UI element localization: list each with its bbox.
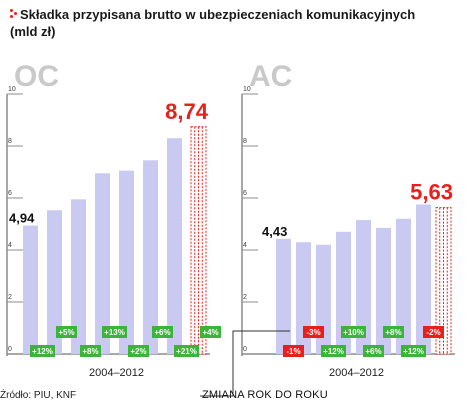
- bar: [336, 231, 351, 354]
- change-badge-label: +12%: [323, 347, 344, 356]
- change-badge-label: +2%: [130, 347, 146, 356]
- change-badge: [303, 326, 324, 338]
- change-badge: [56, 326, 77, 338]
- change-badge-label: +8%: [385, 328, 401, 337]
- y-tick-label: 8: [8, 138, 12, 145]
- x-axis-label: 2004–2012: [329, 367, 384, 379]
- change-badge-label: +13%: [104, 328, 125, 337]
- change-badge-label: +21%: [176, 347, 197, 356]
- y-tick-label: 6: [243, 190, 247, 197]
- panel-label-ac: AC: [249, 60, 292, 93]
- change-badge-label: +4%: [202, 328, 218, 337]
- change-badge-label: -1%: [286, 347, 300, 356]
- bar: [376, 227, 391, 354]
- y-tick-label: 10: [243, 86, 251, 93]
- change-badge: [401, 345, 426, 357]
- panel-label-oc: OC: [14, 60, 59, 93]
- change-badge: [283, 345, 304, 357]
- y-tick-label: 6: [8, 190, 12, 197]
- change-badge-label: +12%: [32, 347, 53, 356]
- value-label-last: 5,63: [410, 180, 453, 205]
- bar: [119, 170, 134, 354]
- bar: [71, 199, 86, 354]
- bar: [95, 173, 110, 354]
- change-badge: [341, 326, 366, 338]
- x-axis-label: 2004–2012: [89, 367, 144, 379]
- bar: [143, 160, 158, 354]
- change-badge: [383, 326, 404, 338]
- change-badge: [128, 345, 149, 357]
- source-note: Źródło: PIU, KNF: [0, 390, 77, 401]
- bar: [276, 238, 291, 354]
- change-badge: [423, 326, 444, 338]
- title-dots-icon: [10, 9, 18, 19]
- bar: [396, 218, 411, 354]
- change-badge: [174, 345, 199, 357]
- bar: [47, 210, 62, 354]
- value-label-last: 8,74: [165, 99, 209, 124]
- bar: [356, 220, 371, 354]
- change-badge-label: +5%: [58, 328, 74, 337]
- change-badge-label: +12%: [403, 347, 424, 356]
- change-badge: [102, 326, 127, 338]
- value-label-first: 4,43: [262, 224, 287, 239]
- y-tick-label: 8: [243, 138, 247, 145]
- change-badge-label: +6%: [154, 328, 170, 337]
- change-badge: [80, 345, 101, 357]
- bar: [416, 204, 431, 354]
- chart-title-block: Składka przypisana brutto w ubezpieczeni…: [10, 6, 465, 40]
- y-tick-label: 4: [8, 242, 12, 249]
- y-tick-label: 0: [243, 346, 247, 353]
- change-badge: [200, 326, 221, 338]
- change-badge-label: -3%: [306, 328, 320, 337]
- change-badge: [363, 345, 384, 357]
- y-tick-label: 2: [8, 294, 12, 301]
- change-badge-label: -2%: [426, 328, 440, 337]
- bar: [23, 225, 38, 354]
- chart-unit: (mld zł): [10, 24, 56, 39]
- chart-title: Składka przypisana brutto w ubezpieczeni…: [20, 7, 416, 22]
- change-badge: [30, 345, 55, 357]
- change-badge: [152, 326, 173, 338]
- y-tick-label: 10: [8, 86, 16, 93]
- change-badge-label: +8%: [82, 347, 98, 356]
- change-badge-label: +6%: [365, 347, 381, 356]
- change-badge-label: +10%: [343, 328, 364, 337]
- change-legend-note: ZMIANA ROK DO ROKU: [202, 389, 328, 401]
- value-label-first: 4,94: [9, 211, 35, 226]
- y-tick-label: 0: [8, 346, 12, 353]
- note-leader-line: [200, 330, 290, 397]
- y-tick-label: 4: [243, 242, 247, 249]
- bar: [167, 138, 182, 354]
- y-tick-label: 2: [243, 294, 247, 301]
- change-badge: [321, 345, 346, 357]
